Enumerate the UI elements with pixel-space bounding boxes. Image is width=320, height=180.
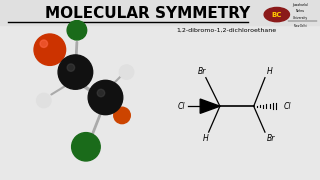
Text: Cl: Cl [284, 102, 291, 111]
Text: Nehru: Nehru [295, 9, 304, 13]
Polygon shape [200, 99, 220, 113]
Circle shape [67, 64, 75, 71]
Text: University: University [292, 16, 308, 20]
Text: 1,2-dibromo-1,2-dichloroethane: 1,2-dibromo-1,2-dichloroethane [176, 28, 276, 33]
Text: MOLECULAR SYMMETRY: MOLECULAR SYMMETRY [45, 6, 251, 21]
Circle shape [40, 40, 48, 48]
Circle shape [34, 34, 66, 65]
Circle shape [72, 133, 100, 161]
Text: H: H [203, 134, 209, 143]
Text: BC: BC [272, 12, 282, 18]
Text: Br: Br [267, 134, 275, 143]
Text: Br: Br [198, 67, 206, 76]
Circle shape [119, 65, 134, 79]
Circle shape [36, 93, 51, 108]
Circle shape [97, 89, 105, 97]
Bar [0, 0, 320, 25]
Text: H: H [266, 67, 272, 76]
Text: Cl: Cl [178, 102, 186, 111]
Circle shape [58, 55, 93, 89]
Circle shape [88, 80, 123, 115]
Text: New Delhi: New Delhi [293, 24, 306, 28]
Circle shape [114, 107, 130, 124]
Text: Jawaharlal: Jawaharlal [292, 3, 308, 7]
Circle shape [67, 21, 87, 40]
Circle shape [264, 7, 290, 22]
